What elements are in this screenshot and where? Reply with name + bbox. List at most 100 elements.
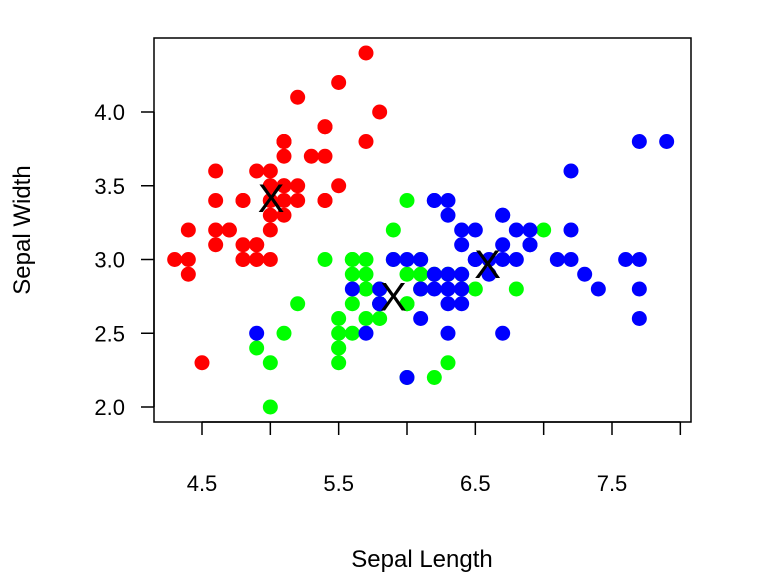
data-point	[467, 252, 483, 267]
data-point	[590, 281, 606, 297]
data-point	[522, 222, 538, 238]
data-point	[481, 266, 497, 282]
data-point	[208, 163, 224, 179]
data-point	[167, 252, 183, 267]
data-point	[358, 325, 374, 341]
data-point	[262, 163, 278, 179]
data-point	[317, 148, 333, 164]
data-point	[358, 134, 374, 149]
data-point	[331, 355, 347, 371]
data-point	[276, 325, 292, 341]
data-point	[208, 237, 224, 253]
data-point	[290, 178, 306, 194]
data-point	[208, 193, 224, 208]
y-tick-label: 3.5	[94, 174, 125, 199]
data-point	[399, 266, 415, 282]
x-tick-label: 4.5	[187, 471, 218, 496]
data-point	[659, 134, 675, 149]
data-point	[262, 399, 278, 415]
data-point	[331, 340, 347, 356]
data-point	[249, 325, 265, 341]
data-point	[631, 252, 647, 267]
data-point	[358, 281, 374, 297]
data-point	[563, 163, 579, 179]
y-tick-label: 4.0	[94, 100, 125, 125]
data-point	[249, 340, 265, 356]
data-point	[358, 252, 374, 267]
data-point	[618, 252, 634, 267]
data-point	[372, 104, 388, 120]
data-point	[235, 237, 251, 253]
data-point	[631, 134, 647, 149]
data-point	[358, 311, 374, 326]
data-point	[495, 237, 511, 253]
data-point	[290, 296, 306, 312]
x-axis-label: Sepal Length	[351, 546, 492, 573]
data-point	[440, 266, 456, 282]
data-point	[495, 252, 511, 267]
data-point	[344, 252, 360, 267]
data-point	[331, 75, 347, 90]
data-point	[262, 193, 278, 208]
data-point	[331, 311, 347, 326]
data-point	[522, 237, 538, 253]
data-point	[413, 266, 429, 282]
data-point	[549, 252, 565, 267]
data-point	[331, 178, 347, 194]
data-point	[440, 296, 456, 312]
x-axis: 4.5 5.5 6.5 7.5	[187, 421, 682, 496]
centroid-marker: X	[258, 177, 285, 221]
y-tick-label: 2.0	[94, 395, 125, 420]
data-point	[290, 193, 306, 208]
data-point	[290, 89, 306, 105]
data-point	[426, 370, 442, 385]
data-point	[276, 148, 292, 164]
data-point	[481, 252, 497, 267]
data-point	[331, 325, 347, 341]
data-point	[413, 252, 429, 267]
data-point	[508, 281, 524, 297]
data-point	[180, 252, 196, 267]
data-point	[385, 222, 401, 238]
data-point	[372, 296, 388, 312]
data-point	[440, 193, 456, 208]
data-point	[467, 281, 483, 297]
data-point	[180, 266, 196, 282]
data-point	[262, 252, 278, 267]
data-point	[262, 355, 278, 371]
data-point	[440, 325, 456, 341]
data-point	[317, 119, 333, 135]
data-point	[454, 237, 470, 253]
data-point	[440, 355, 456, 371]
data-point	[440, 207, 456, 223]
data-point	[249, 237, 265, 253]
data-point	[399, 252, 415, 267]
data-point	[631, 281, 647, 297]
data-point	[399, 296, 415, 312]
centroid-marker: X	[474, 243, 501, 287]
data-point	[536, 222, 552, 238]
data-point	[426, 193, 442, 208]
y-tick-label: 2.5	[94, 321, 125, 346]
data-point	[344, 325, 360, 341]
data-point	[249, 252, 265, 267]
data-point	[180, 222, 196, 238]
data-point	[344, 281, 360, 297]
data-point	[235, 252, 251, 267]
data-point	[372, 281, 388, 297]
data-point	[454, 222, 470, 238]
centroids: X X X	[258, 177, 501, 320]
data-point	[262, 222, 278, 238]
data-point	[426, 266, 442, 282]
data-point	[262, 207, 278, 223]
data-point	[426, 281, 442, 297]
data-point	[276, 134, 292, 149]
data-point	[385, 252, 401, 267]
data-point	[577, 266, 593, 282]
data-point	[631, 311, 647, 326]
data-point	[358, 45, 374, 61]
data-point	[372, 311, 388, 326]
data-point	[317, 252, 333, 267]
data-point	[563, 222, 579, 238]
